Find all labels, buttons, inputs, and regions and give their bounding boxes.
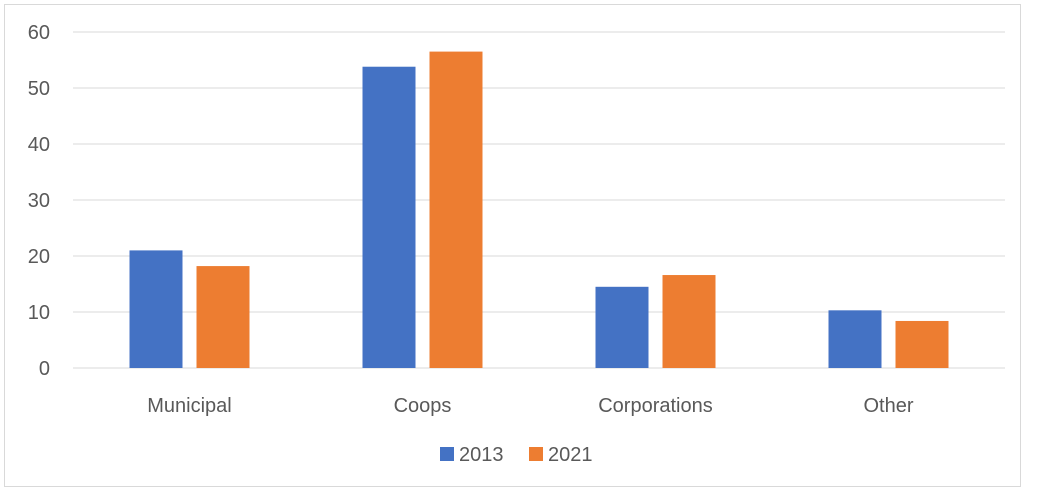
bar-corporations-2021[interactable] <box>662 275 716 368</box>
legend-label-2013: 2013 <box>459 444 504 466</box>
chart-frame <box>4 4 1021 487</box>
y-tick-label: 20 <box>28 246 50 268</box>
bar-other-2013[interactable] <box>828 310 882 368</box>
bar-coops-2021[interactable] <box>429 51 483 368</box>
y-axis-tick-labels: 0 10 20 30 40 50 60 <box>28 22 50 380</box>
bar-other-2021[interactable] <box>895 320 949 368</box>
legend-swatch-2013 <box>440 447 454 461</box>
y-tick-label: 0 <box>39 358 50 380</box>
y-tick-label: 60 <box>28 22 50 44</box>
bar-municipal-2013[interactable] <box>129 250 183 368</box>
y-tick-label: 30 <box>28 190 50 212</box>
legend-label-2021: 2021 <box>548 444 593 466</box>
y-tick-label: 40 <box>28 134 50 156</box>
x-tick-label: Other <box>863 395 913 417</box>
x-tick-label: Corporations <box>598 395 713 417</box>
legend[interactable]: 2013 2021 <box>440 444 593 466</box>
bars <box>129 51 949 368</box>
bar-corporations-2013[interactable] <box>595 286 649 368</box>
x-tick-label: Municipal <box>147 395 231 417</box>
y-tick-label: 10 <box>28 302 50 324</box>
x-axis-tick-labels: Municipal Coops Corporations Other <box>147 395 914 417</box>
x-tick-label: Coops <box>394 395 452 417</box>
legend-swatch-2021 <box>529 447 543 461</box>
y-tick-label: 50 <box>28 78 50 100</box>
bar-municipal-2021[interactable] <box>196 266 250 368</box>
bar-coops-2013[interactable] <box>362 66 416 368</box>
